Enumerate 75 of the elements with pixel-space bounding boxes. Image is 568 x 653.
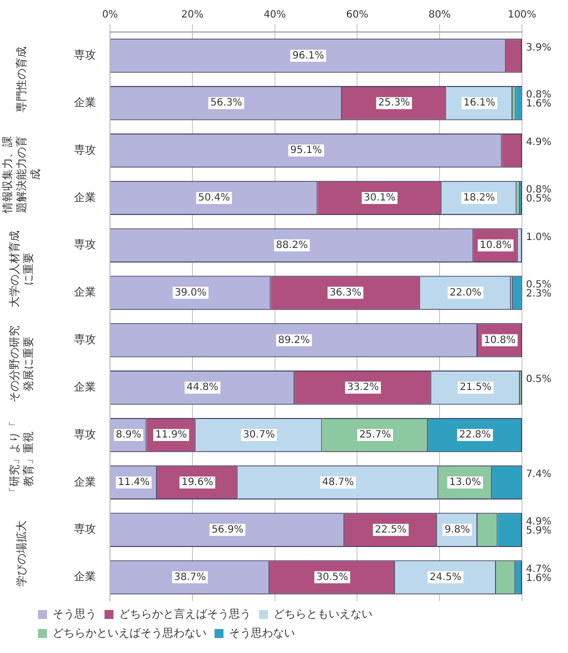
data-label: 24.5% [430,572,462,583]
data-label: 1.0% [526,232,552,243]
data-label: 22.5% [374,524,407,536]
data-label: 2.3% [526,288,552,300]
y-tick-label: 企業 [74,570,96,584]
data-label: 95.1% [290,145,322,156]
data-label: 25.3% [378,98,410,109]
text: 学びの場拡大 [14,520,28,587]
data-label: 1.6% [526,98,552,110]
y-tick-label: 企業 [74,286,96,299]
data-label: 10.8% [480,240,512,251]
data-label: 48.7% [322,477,354,488]
y-tick-label: 専攻 [74,48,96,62]
data-label: 39.0% [174,287,206,298]
y-tick-label: 専攻 [74,428,96,441]
data-label: 89.2% [278,334,310,346]
y-tick-label: 企業 [74,475,96,488]
data-label: 11.4% [118,477,150,488]
data-label: 56.3% [210,98,242,109]
data-label: 10.8% [484,334,516,346]
data-label: 7.4% [526,469,552,480]
data-label: 0.5% [526,279,552,290]
data-label: 50.4% [198,192,230,204]
legend-label: どちらかといえばそう思わない [52,626,206,640]
data-label: 18.2% [463,192,496,204]
x-tick-label: 100% [508,10,536,21]
y-tick-label: 専攻 [74,333,96,346]
data-label: 5.9% [526,525,552,536]
data-label: 21.5% [460,382,492,394]
legend-label: そう思う [52,607,96,620]
data-label: 22.0% [450,287,482,298]
x-tick-label: 20% [181,10,204,21]
text: 「研究」より「教育」重視 [8,420,35,498]
data-label: 36.3% [330,287,362,298]
data-label: 4.9% [526,137,552,148]
y-tick-label: 企業 [74,190,96,204]
data-label: 1.6% [526,572,552,584]
y-tick-label: 専攻 [74,522,96,536]
data-label: 30.5% [316,572,348,583]
data-label: 19.6% [181,477,214,488]
data-label: 13.0% [449,477,482,488]
data-label: 4.7% [526,564,552,575]
data-label: 33.2% [347,382,379,394]
x-tick-label: 0% [102,10,118,21]
data-label: 8.9% [116,430,142,441]
data-label: 30.7% [243,430,275,441]
data-label: 56.9% [212,524,244,536]
text: 情報収集力、課題解決能力の育成 [0,136,42,214]
data-label: 3.9% [526,42,552,54]
y-tick-label: 企業 [74,96,96,109]
data-label: 25.7% [359,430,392,441]
y-tick-label: 専攻 [74,238,96,252]
text: その分野の研究発展に重要 [8,325,35,402]
data-label: 44.8% [186,382,218,394]
data-label: 9.8% [444,524,470,536]
data-label: 96.1% [292,50,324,62]
data-label: 16.1% [463,98,496,109]
data-label: 0.5% [526,374,552,386]
legend-label: そう思わない [229,626,295,640]
data-label: 30.1% [364,192,396,204]
x-tick-label: 80% [428,10,451,21]
data-label: 88.2% [276,240,308,251]
data-label: 4.9% [526,516,552,528]
text: 専門性の育成 [14,46,28,112]
data-label: 38.7% [174,572,206,583]
x-tick-label: 40% [264,10,286,21]
data-label: 11.9% [155,430,188,441]
x-tick-label: 60% [346,10,368,21]
y-tick-label: 専攻 [74,143,96,156]
legend-label: どちらともいえない [274,607,372,620]
data-label: 0.5% [526,194,552,205]
y-tick-label: 企業 [74,380,96,394]
legend-label: どちらかと言えばそう思う [119,607,251,620]
text: 大学の人材育成に重要 [8,230,35,308]
data-label: 22.8% [459,430,491,441]
